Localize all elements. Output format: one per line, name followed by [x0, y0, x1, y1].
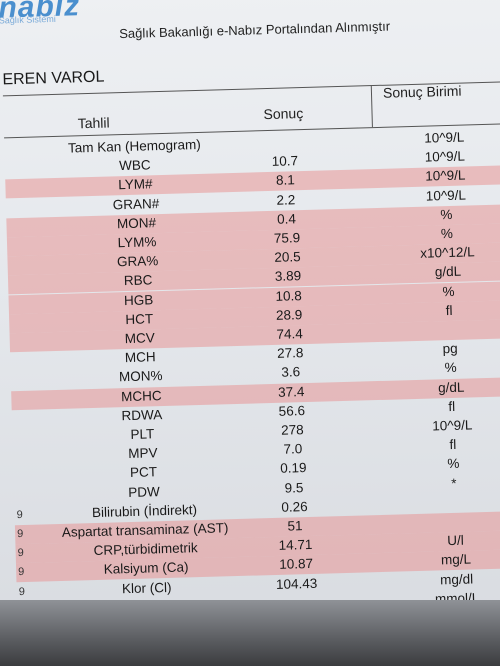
test-unit: g/dL	[434, 264, 462, 280]
test-result: 56.6	[278, 402, 306, 419]
logo-subtitle: Sağlık Sistemi	[0, 13, 56, 26]
test-result: 74.4	[276, 326, 304, 342]
test-unit: 10^9/L	[425, 187, 467, 204]
test-unit: fl	[448, 398, 456, 414]
test-unit: %	[444, 360, 457, 376]
test-unit: 10^9/L	[423, 129, 465, 146]
test-result: 0.19	[280, 460, 307, 477]
test-unit: fl	[445, 302, 453, 318]
test-result: 9.5	[284, 479, 304, 496]
test-result: 28.9	[275, 306, 303, 323]
test-result: 0.26	[281, 498, 308, 515]
test-result: 2.2	[276, 191, 296, 208]
test-result: 3.89	[274, 268, 302, 285]
portal-title: Sağlık Bakanlığı e-Nabız Portalından Alı…	[119, 18, 391, 42]
margin-mark: 9	[18, 566, 25, 579]
test-result: 75.9	[273, 230, 301, 246]
test-unit: %	[447, 456, 460, 472]
test-unit: 10^9/L	[425, 167, 466, 185]
test-unit: fl	[449, 437, 457, 453]
test-unit: %	[440, 225, 454, 242]
test-result: 20.5	[274, 249, 301, 266]
test-result: 14.71	[278, 537, 313, 554]
test-unit: mg/dl	[439, 571, 474, 587]
unit-column-divider	[370, 85, 373, 128]
margin-mark: 9	[16, 528, 24, 541]
test-result: 104.43	[275, 575, 318, 592]
test-result: 27.8	[276, 345, 304, 362]
test-unit: *	[451, 475, 457, 491]
test-unit: 10^9/L	[424, 148, 466, 165]
test-result: 7.0	[283, 441, 303, 457]
test-unit: %	[442, 283, 455, 299]
test-result: 10.7	[271, 153, 299, 170]
margin-mark: 9	[16, 508, 23, 521]
margin-mark: 9	[17, 547, 24, 560]
test-result: 278	[280, 422, 304, 438]
test-result: 3.6	[281, 364, 301, 381]
test-unit: pg	[442, 340, 458, 357]
column-header-test: Tahlil	[77, 114, 110, 132]
column-header-result: Sonuç	[263, 105, 304, 123]
test-unit: x10^12/L	[420, 244, 475, 261]
test-unit: mg/L	[440, 551, 472, 568]
test-unit: g/dL	[437, 379, 465, 395]
test-result: 10.8	[275, 287, 302, 304]
test-result: 37.4	[277, 383, 305, 400]
margin-mark: 9	[18, 585, 26, 598]
test-result: 0.4	[276, 211, 297, 227]
column-header-unit: Sonuç Birimi	[382, 82, 462, 101]
test-unit: %	[440, 206, 453, 223]
test-unit: 10^9/L	[432, 417, 473, 434]
table-surface	[0, 600, 500, 666]
lab-report-sheet: nabiz Sağlık Sistemi Sağlık Bakanlığı e-…	[0, 0, 500, 632]
test-result: 10.87	[278, 556, 314, 573]
patient-name: EREN VAROL	[2, 68, 105, 89]
test-result: 51	[287, 518, 303, 534]
test-unit: U/l	[447, 532, 464, 549]
test-result: 8.1	[275, 172, 295, 189]
